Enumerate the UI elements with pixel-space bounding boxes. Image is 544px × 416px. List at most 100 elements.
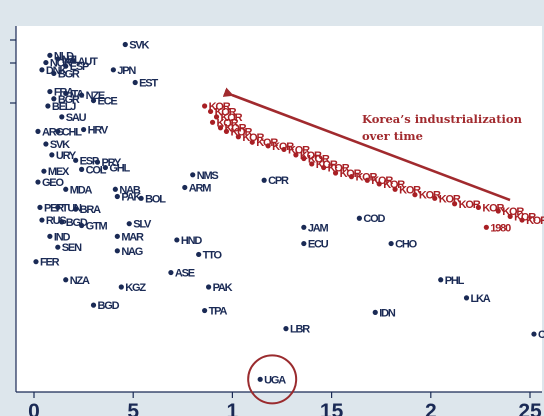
point-label: KOR [340, 168, 362, 180]
point-label: CPR [268, 175, 289, 187]
x-tick-label: 2 [425, 400, 437, 416]
point-label: SVK [50, 139, 70, 151]
point-label: JAM [308, 222, 329, 234]
point-label: PHL [445, 275, 465, 287]
data-point [196, 251, 202, 258]
point-label: UGA [264, 374, 286, 386]
data-point [452, 201, 458, 207]
point-label: SLV [133, 219, 152, 231]
data-point [372, 309, 378, 315]
point-label: FER [40, 257, 60, 269]
data-point [102, 164, 109, 171]
data-point [301, 240, 307, 247]
data-point [332, 170, 339, 176]
data-point [519, 217, 525, 223]
data-point [126, 221, 132, 227]
data-point [51, 96, 57, 102]
data-point [55, 56, 61, 62]
data-point [37, 204, 43, 210]
point-label: ASE [175, 268, 195, 280]
point-label: SAU [66, 112, 87, 124]
data-point [293, 152, 299, 158]
point-label: URY [56, 150, 77, 162]
data-point [207, 108, 214, 115]
point-label: COD [363, 213, 385, 225]
data-point [63, 63, 69, 69]
data-point [59, 219, 65, 225]
data-point [388, 240, 394, 247]
point-label: C [538, 329, 544, 341]
point-label: COL [86, 164, 107, 176]
point-label: JPN [117, 65, 136, 77]
point-label: MEX [48, 166, 70, 178]
data-point [257, 376, 263, 382]
data-point [49, 152, 55, 158]
data-point [114, 193, 120, 200]
data-point [55, 244, 61, 250]
data-point [392, 186, 398, 192]
x-tick-label: 5 [127, 400, 139, 416]
point-label: SVK [129, 39, 149, 51]
data-point [217, 125, 224, 131]
x-tick-label: 25 [518, 400, 542, 416]
data-point [265, 143, 271, 149]
point-label: ECU [308, 239, 329, 251]
data-point [112, 186, 118, 192]
data-point [47, 52, 53, 58]
data-point [71, 58, 77, 64]
point-label: CHO [395, 239, 417, 251]
point-label: KOR [383, 179, 405, 191]
data-point [33, 259, 39, 265]
data-point [507, 213, 513, 220]
data-point [483, 224, 489, 230]
data-point [55, 204, 61, 210]
point-label: BELJ [52, 101, 76, 113]
point-label: TPA [209, 306, 228, 318]
point-label: KOR [209, 101, 231, 113]
data-point [45, 103, 51, 109]
data-point [110, 67, 116, 73]
point-label: NMS [197, 170, 219, 182]
data-point [114, 248, 120, 254]
data-point [168, 269, 174, 276]
point-label: KOR [482, 202, 504, 214]
point-label: KOR [526, 215, 544, 227]
point-label: IDN [379, 307, 396, 319]
point-label: IND [54, 231, 71, 243]
annotation-line-2: over time [362, 129, 423, 143]
point-label: KGZ [125, 282, 146, 294]
point-label: KOR [272, 141, 294, 153]
point-label: KOR [242, 132, 264, 144]
data-point [79, 222, 85, 229]
data-point [283, 326, 289, 332]
point-label: SEN [62, 242, 82, 254]
point-label: ECE [98, 96, 118, 108]
data-point [348, 174, 355, 180]
data-point [202, 307, 208, 314]
data-point [223, 128, 230, 134]
data-point [174, 237, 180, 243]
point-label: NZE [86, 90, 105, 102]
data-point [261, 177, 267, 183]
point-label: ARM [189, 182, 211, 194]
data-point [35, 128, 41, 134]
data-point [114, 233, 120, 239]
point-label: KOR [221, 112, 243, 124]
data-point [202, 103, 208, 109]
point-label: BGR [58, 68, 80, 80]
data-point [73, 157, 79, 163]
point-label: KOR [224, 123, 246, 135]
point-label: LBR [290, 324, 310, 336]
data-point [364, 177, 370, 183]
data-point [432, 195, 438, 201]
data-point [209, 119, 216, 125]
data-point [73, 206, 79, 212]
data-point [235, 134, 241, 140]
point-label: BGD [98, 300, 120, 312]
data-point [47, 233, 53, 239]
annotation-line-1: Korea’s industrialization [362, 112, 523, 126]
data-point [39, 217, 45, 223]
point-label: NAB [119, 184, 140, 196]
data-point [301, 155, 307, 162]
data-point [47, 88, 53, 95]
